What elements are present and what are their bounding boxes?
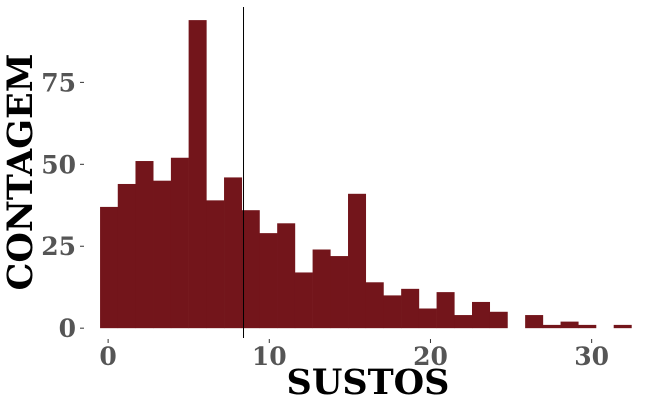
histogram-bar (613, 324, 632, 329)
histogram-bar (294, 272, 313, 329)
x-tick-label: 20 (413, 342, 448, 371)
histogram-bar (100, 206, 119, 329)
histogram-bar (170, 157, 189, 329)
histogram-bar (472, 301, 491, 329)
histogram-bar (560, 321, 579, 329)
y-axis-title: CONTAGEM (0, 54, 41, 291)
histogram-bar (401, 288, 420, 329)
histogram-bar (348, 193, 367, 329)
histogram-bar (188, 20, 207, 329)
y-tick-label: 50 (41, 150, 76, 179)
x-axis-title: SUSTOS (287, 362, 450, 403)
histogram-bar (117, 183, 136, 329)
y-tick-label: 0 (59, 314, 76, 343)
x-tick-label: 0 (99, 342, 116, 371)
histogram-bar (489, 311, 508, 329)
histogram-bar (241, 210, 260, 329)
y-axis: 0 25 50 75 (41, 68, 84, 343)
histogram-bar (525, 315, 544, 329)
histogram-bar (224, 177, 243, 329)
histogram-bar (436, 292, 455, 329)
x-tick-label: 30 (574, 342, 609, 371)
histogram-bar (542, 324, 561, 329)
histogram-bar (206, 200, 225, 329)
histogram-bar (578, 324, 597, 329)
histogram-bar (383, 295, 402, 329)
histogram-bar (418, 308, 437, 329)
histogram-bar (365, 282, 384, 329)
y-tick-label: 25 (41, 232, 76, 261)
histogram-bar (312, 249, 331, 329)
histogram-bar (153, 180, 172, 329)
histogram-bar (259, 233, 278, 329)
x-tick-label: 10 (252, 342, 287, 371)
histogram-bar (454, 315, 473, 329)
histogram-bar (135, 161, 154, 329)
histogram-bar (330, 256, 349, 329)
x-axis: 0 10 20 30 (99, 339, 609, 371)
y-tick-label: 75 (41, 68, 76, 97)
histogram-bars (100, 20, 632, 329)
histogram-bar (277, 223, 296, 329)
